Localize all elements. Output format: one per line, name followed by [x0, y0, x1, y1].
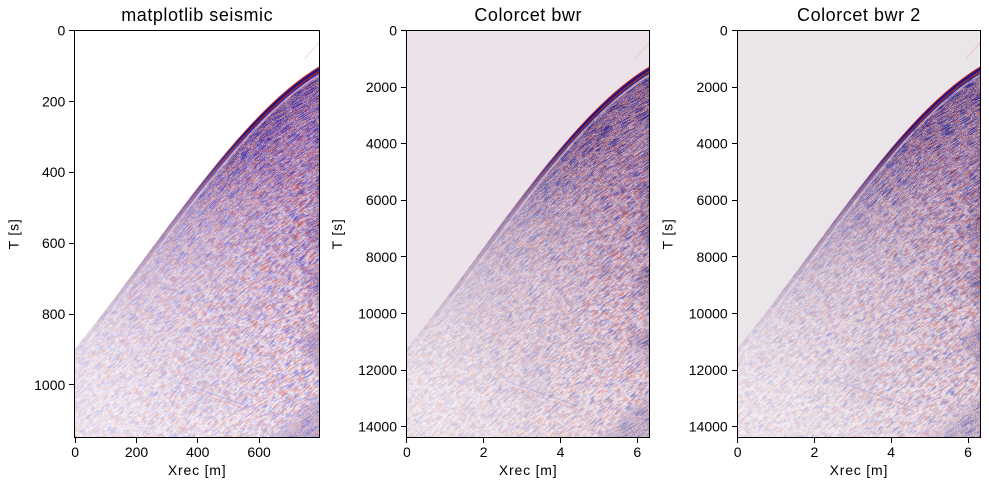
svg-text:T [s]: T [s] [329, 218, 345, 249]
svg-text:12000: 12000 [358, 362, 397, 378]
svg-text:6000: 6000 [366, 192, 397, 208]
svg-text:0: 0 [403, 444, 411, 460]
svg-text:0: 0 [71, 444, 79, 460]
svg-text:10000: 10000 [689, 305, 728, 321]
svg-text:6: 6 [633, 444, 641, 460]
svg-text:Xrec [m]: Xrec [m] [168, 462, 227, 478]
svg-text:8000: 8000 [366, 249, 397, 265]
svg-text:14000: 14000 [358, 419, 397, 435]
svg-text:0: 0 [389, 22, 397, 38]
svg-text:10000: 10000 [358, 305, 397, 321]
svg-text:Colorcet bwr: Colorcet bwr [474, 5, 582, 25]
svg-text:Xrec [m]: Xrec [m] [499, 462, 558, 478]
svg-text:0: 0 [734, 444, 742, 460]
svg-text:200: 200 [42, 93, 66, 109]
svg-text:1000: 1000 [34, 377, 65, 393]
svg-text:4: 4 [887, 444, 895, 460]
svg-text:6000: 6000 [697, 192, 728, 208]
svg-text:Colorcet bwr 2: Colorcet bwr 2 [797, 5, 921, 25]
svg-text:600: 600 [42, 235, 66, 251]
svg-text:400: 400 [186, 444, 210, 460]
svg-text:T [s]: T [s] [659, 218, 675, 249]
svg-text:8000: 8000 [697, 249, 728, 265]
svg-text:2: 2 [480, 444, 488, 460]
svg-text:6: 6 [964, 444, 972, 460]
svg-text:2000: 2000 [366, 79, 397, 95]
svg-text:Xrec [m]: Xrec [m] [830, 462, 889, 478]
svg-text:4000: 4000 [366, 136, 397, 152]
svg-text:2000: 2000 [697, 79, 728, 95]
svg-text:800: 800 [42, 306, 66, 322]
svg-text:12000: 12000 [689, 362, 728, 378]
svg-text:400: 400 [42, 164, 66, 180]
svg-text:matplotlib seismic: matplotlib seismic [121, 5, 273, 25]
svg-text:200: 200 [125, 444, 149, 460]
svg-text:T [s]: T [s] [5, 218, 21, 249]
svg-text:0: 0 [58, 22, 66, 38]
svg-text:0: 0 [720, 22, 728, 38]
svg-text:2: 2 [811, 444, 819, 460]
svg-text:4: 4 [557, 444, 565, 460]
svg-text:14000: 14000 [689, 419, 728, 435]
svg-text:600: 600 [247, 444, 271, 460]
svg-text:4000: 4000 [697, 136, 728, 152]
